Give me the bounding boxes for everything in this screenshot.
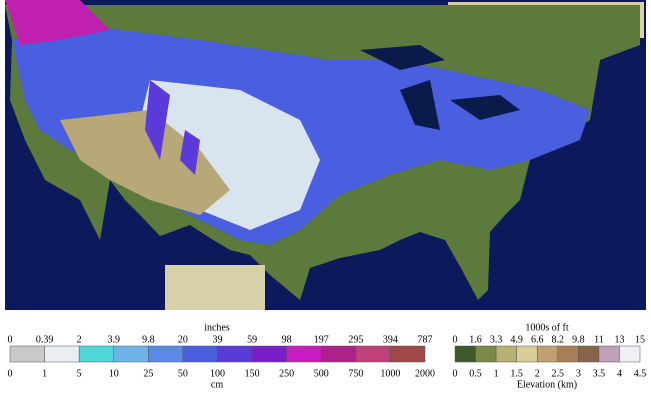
- legend-bottom-label: 0: [453, 368, 458, 379]
- legend-top-label: 11: [594, 334, 604, 345]
- bare-plains: [60, 110, 230, 215]
- legend-swatch: [182, 345, 218, 363]
- legend-top-label: 98: [282, 334, 292, 345]
- elevation-legend-unit: Elevation (km): [517, 379, 577, 390]
- legend-bottom-label: 1000: [380, 368, 400, 379]
- legend-bottom-label: 1.5: [510, 368, 523, 379]
- legend-swatch: [251, 345, 287, 363]
- legend-top-label: 59: [247, 334, 257, 345]
- legend-top-label: 9.8: [142, 334, 155, 345]
- legend-bottom-label: 150: [245, 368, 260, 379]
- legend-swatch: [148, 345, 184, 363]
- legend-swatch: [286, 345, 322, 363]
- legend-bottom-label: 50: [178, 368, 188, 379]
- legend-top-label: 394: [383, 334, 398, 345]
- legend-swatch: [9, 345, 45, 363]
- deep-snow: [5, 0, 110, 45]
- legend-bottom-label: 0.5: [469, 368, 482, 379]
- legend-swatch: [495, 345, 517, 363]
- legend-swatch: [598, 345, 620, 363]
- legend-bottom-label: 250: [279, 368, 294, 379]
- legend-swatch: [44, 345, 80, 363]
- legend-swatch: [619, 345, 641, 363]
- legend-swatch: [217, 345, 253, 363]
- legend-bottom-label: 1: [494, 368, 499, 379]
- legend-top-label: 3.3: [490, 334, 503, 345]
- great-lakes: [360, 45, 520, 130]
- snow-legend-unit: cm: [211, 379, 223, 390]
- legend-bottom-label: 3: [576, 368, 581, 379]
- legend-top-label: 3.9: [108, 334, 121, 345]
- legend-top-label: 6.6: [531, 334, 544, 345]
- legend-swatch: [355, 345, 391, 363]
- legend-top-label: 295: [348, 334, 363, 345]
- legend-bottom-label: 2.5: [552, 368, 565, 379]
- legend-swatch: [78, 345, 114, 363]
- legend-swatch: [390, 345, 426, 363]
- legend-bottom-label: 100: [210, 368, 225, 379]
- legend-bottom-label: 10: [109, 368, 119, 379]
- legend-top-label: 8.2: [552, 334, 565, 345]
- legends: inches cm 1000s of ft Elevation (km) 000…: [0, 312, 651, 401]
- legend-bottom-label: 750: [348, 368, 363, 379]
- legend-top-label: 39: [213, 334, 223, 345]
- legend-top-label: 0.39: [36, 334, 54, 345]
- legend-swatch: [536, 345, 559, 363]
- legend-top-label: 0: [8, 334, 13, 345]
- legend-top-label: 13: [614, 334, 624, 345]
- legend-bottom-label: 3.5: [593, 368, 606, 379]
- legend-top-label: 0: [453, 334, 458, 345]
- legend-bottom-label: 4.5: [634, 368, 647, 379]
- legend-bottom-label: 1: [42, 368, 47, 379]
- legend-top-label: 1.6: [469, 334, 482, 345]
- legend-swatch: [321, 345, 357, 363]
- legend-bottom-label: 25: [143, 368, 153, 379]
- no-data-mexico: [165, 265, 265, 310]
- legend-bottom-label: 2: [535, 368, 540, 379]
- legend-bottom-label: 4: [617, 368, 622, 379]
- legend-top-label: 9.8: [572, 334, 585, 345]
- legend-swatch: [475, 345, 497, 363]
- legend-bottom-label: 0: [8, 368, 13, 379]
- legend-top-label: 787: [418, 334, 433, 345]
- legend-top-label: 15: [635, 334, 645, 345]
- legend-top-label: 2: [77, 334, 82, 345]
- legend-bottom-label: 2000: [415, 368, 435, 379]
- snow-legend-title: inches: [204, 322, 230, 333]
- elevation-legend-title: 1000s of ft: [525, 322, 569, 333]
- legend-swatch: [454, 345, 476, 363]
- mountain-snow: [145, 80, 200, 175]
- legend-top-label: 197: [314, 334, 329, 345]
- light-snow: [140, 80, 320, 230]
- legend-swatch: [113, 345, 149, 363]
- legend-top-label: 20: [178, 334, 188, 345]
- map: [5, 0, 646, 310]
- legend-swatch: [516, 345, 538, 363]
- legend-bottom-label: 5: [77, 368, 82, 379]
- legend-swatch: [557, 345, 579, 363]
- legend-bottom-label: 500: [314, 368, 329, 379]
- legend-top-label: 4.9: [510, 334, 523, 345]
- legend-swatch: [578, 345, 600, 363]
